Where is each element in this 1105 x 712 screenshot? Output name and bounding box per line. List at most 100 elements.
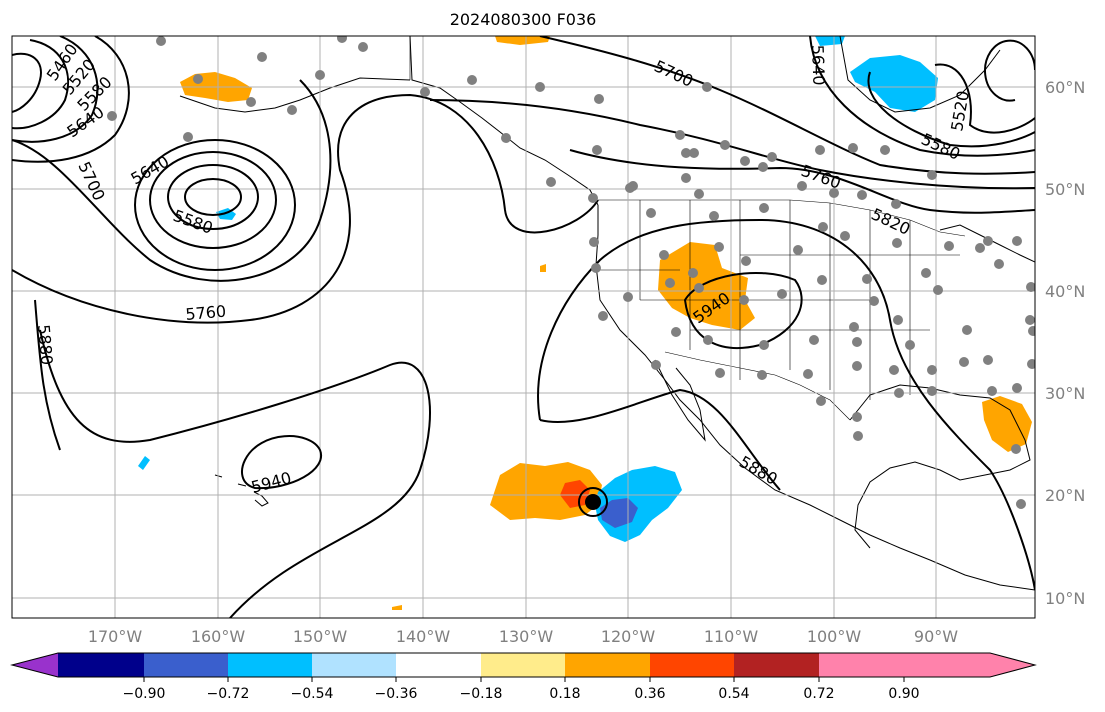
station-dot <box>803 369 813 379</box>
station-dot <box>983 355 993 365</box>
station-dot <box>848 143 858 153</box>
station-dot <box>962 325 972 335</box>
station-dot <box>257 52 267 62</box>
lon-label: 90°W <box>914 627 958 646</box>
cyclone-center-dot <box>585 494 601 510</box>
station-dot <box>688 268 698 278</box>
station-dot <box>740 156 750 166</box>
lat-label: 50°N <box>1045 180 1085 199</box>
lon-label: 140°W <box>396 627 451 646</box>
contour-5760-pacific <box>12 93 599 324</box>
station-dot <box>809 335 819 345</box>
contour-low-ring-3 <box>148 151 278 249</box>
chart-title: 2024080300 F036 <box>450 10 597 29</box>
station-dot <box>1011 444 1021 454</box>
contour-5520-east <box>934 63 1035 134</box>
map-border <box>11 35 1036 619</box>
colorbar-segment <box>819 653 904 677</box>
colorbar-tick-label: 0.90 <box>888 686 919 702</box>
station-dot <box>628 181 638 191</box>
station-dot <box>246 97 256 107</box>
station-dot <box>646 208 656 218</box>
station-dot <box>852 361 862 371</box>
anomaly-patch-cyclone-red <box>560 480 590 508</box>
lat-label: 30°N <box>1045 384 1085 403</box>
station-dot <box>817 275 827 285</box>
station-dot <box>714 242 724 252</box>
station-dot <box>797 181 807 191</box>
lon-label: 130°W <box>499 627 554 646</box>
station-dot <box>703 335 713 345</box>
coastlines <box>179 36 1035 591</box>
colorbar-segment <box>144 653 228 677</box>
contour-5880-west <box>34 299 61 451</box>
station-dots <box>107 36 1035 509</box>
station-dot <box>689 148 699 158</box>
station-dot <box>594 94 604 104</box>
station-dot <box>739 295 749 305</box>
graticule <box>12 36 1035 618</box>
station-dot <box>1027 359 1035 369</box>
contour-5880-conus <box>537 218 1035 591</box>
colorbar-segment <box>481 653 565 677</box>
station-dot <box>501 133 511 143</box>
colorbar-tick-labels: −0.90 −0.72 −0.54 −0.36 −0.18 0.18 0.36 … <box>123 686 920 702</box>
anomaly-patch-florida-orange <box>982 396 1032 452</box>
contour-5700-west <box>12 79 332 282</box>
contour-nw-4 <box>12 36 130 163</box>
colorbar-tick-label: −0.36 <box>375 686 418 702</box>
station-dot <box>759 203 769 213</box>
contour-nw-3 <box>12 36 99 143</box>
colorbar-segment <box>312 653 396 677</box>
colorbar-segment <box>565 653 650 677</box>
anomaly-patch-small-orange-a <box>540 264 546 272</box>
lat-label: 40°N <box>1045 282 1085 301</box>
station-dot <box>1025 315 1035 325</box>
station-dot <box>337 36 347 43</box>
station-dot <box>849 322 859 332</box>
station-dot <box>420 87 430 97</box>
longitude-labels: 170°W 160°W 150°W 140°W 130°W 120°W 110°… <box>88 627 958 646</box>
station-dot <box>921 268 931 278</box>
station-dot <box>893 315 903 325</box>
station-dot <box>767 152 777 162</box>
station-dot <box>933 285 943 295</box>
station-dot <box>1012 383 1022 393</box>
station-dot <box>889 365 899 375</box>
station-dot <box>702 82 712 92</box>
contour-5880-baja <box>539 388 781 491</box>
tropical-cyclone-marker <box>578 487 608 517</box>
station-dot <box>944 241 954 251</box>
us-mexico-border <box>664 351 851 421</box>
station-dot <box>1026 282 1035 292</box>
station-dot <box>994 259 1004 269</box>
station-dot <box>1028 326 1035 336</box>
map-frame-background <box>12 36 1035 618</box>
colorbar-segment <box>734 653 819 677</box>
anomaly-patch-northpacific-orange <box>495 36 550 45</box>
station-dot <box>183 132 193 142</box>
station-dot <box>107 111 117 121</box>
colorbar-tick-label: −0.90 <box>123 686 166 702</box>
cyclone-ring <box>578 487 608 517</box>
lon-label: 150°W <box>293 627 348 646</box>
west-coast <box>595 205 1035 591</box>
anomaly-patch-canada-blue <box>815 36 845 46</box>
station-dot <box>880 145 890 155</box>
contour-nw-2 <box>12 39 70 130</box>
alaska-coastline <box>409 36 599 206</box>
lon-label: 160°W <box>191 627 246 646</box>
station-dot <box>694 283 704 293</box>
contour-5820-canada <box>569 149 1035 214</box>
contour-low-ring-2 <box>166 164 260 230</box>
contour-low-east-ring <box>984 39 1035 102</box>
colorbar-tick-label: 0.36 <box>634 686 665 702</box>
contour-5700-canada <box>539 36 1035 175</box>
contour-label: 5760 <box>185 302 227 324</box>
station-dot <box>894 388 904 398</box>
contour-low-ring-1 <box>183 178 243 216</box>
station-dot <box>927 170 937 180</box>
station-dot <box>1016 499 1026 509</box>
colorbar-tick-label: −0.72 <box>207 686 250 702</box>
station-dot <box>741 256 751 266</box>
